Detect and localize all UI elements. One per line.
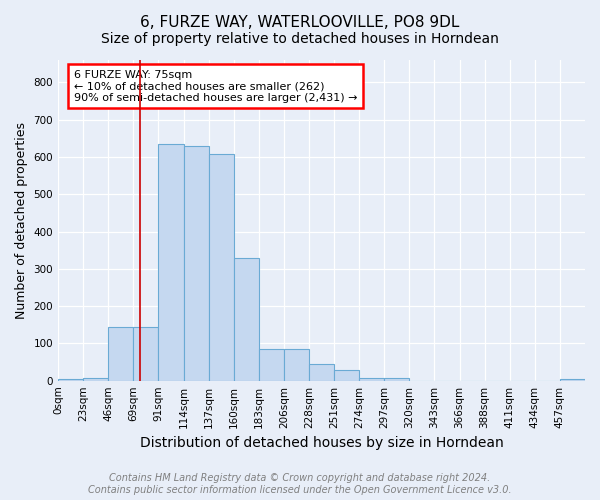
- Y-axis label: Number of detached properties: Number of detached properties: [15, 122, 28, 319]
- Bar: [384, 378, 409, 380]
- Bar: [284, 349, 309, 380]
- Bar: [209, 154, 233, 380]
- Text: Size of property relative to detached houses in Horndean: Size of property relative to detached ho…: [101, 32, 499, 46]
- Bar: [309, 364, 334, 380]
- Text: 6 FURZE WAY: 75sqm
← 10% of detached houses are smaller (262)
90% of semi-detach: 6 FURZE WAY: 75sqm ← 10% of detached hou…: [74, 70, 358, 103]
- Text: Contains HM Land Registry data © Crown copyright and database right 2024.
Contai: Contains HM Land Registry data © Crown c…: [88, 474, 512, 495]
- Bar: [259, 349, 284, 380]
- Bar: [184, 146, 209, 380]
- Bar: [83, 378, 108, 380]
- Bar: [108, 328, 133, 380]
- Bar: [359, 378, 384, 380]
- Bar: [133, 328, 158, 380]
- Bar: [560, 379, 585, 380]
- Bar: [334, 370, 359, 380]
- Bar: [58, 379, 83, 380]
- X-axis label: Distribution of detached houses by size in Horndean: Distribution of detached houses by size …: [140, 436, 503, 450]
- Bar: [158, 144, 184, 380]
- Bar: [233, 258, 259, 380]
- Text: 6, FURZE WAY, WATERLOOVILLE, PO8 9DL: 6, FURZE WAY, WATERLOOVILLE, PO8 9DL: [140, 15, 460, 30]
